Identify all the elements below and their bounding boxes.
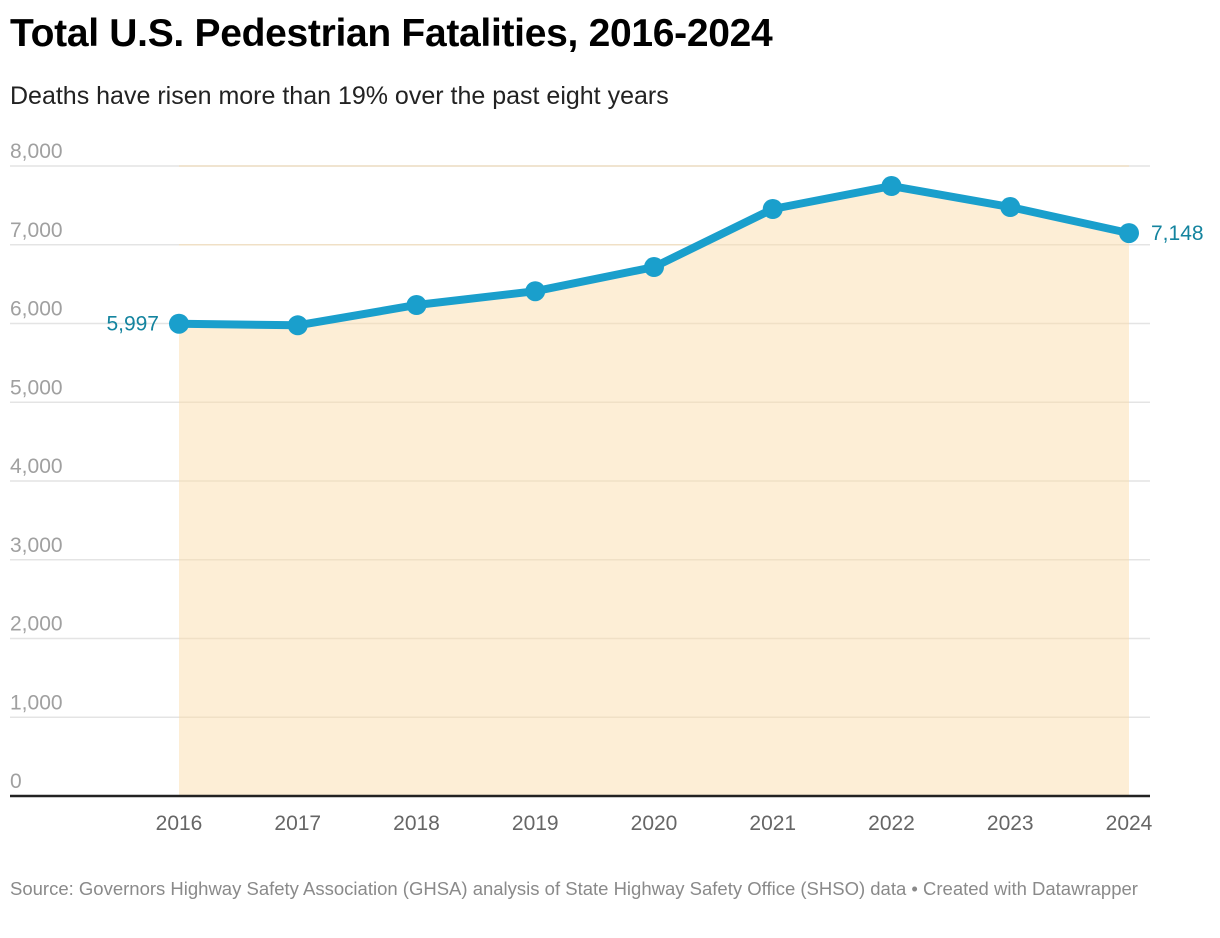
data-point <box>525 281 546 302</box>
data-point <box>644 257 664 278</box>
y-tick-label: 8,000 <box>10 140 63 163</box>
data-points <box>169 176 1139 336</box>
y-tick-label: 2,000 <box>10 613 63 636</box>
y-axis-ticks: 0 1,000 2,000 3,000 4,000 5,000 6,000 7,000 8,00… <box>10 140 63 793</box>
data-label: 5,997 <box>106 313 159 336</box>
x-tick-label: 2017 <box>274 812 321 835</box>
data-point <box>1119 223 1139 244</box>
y-tick-label: 6,000 <box>10 298 63 321</box>
y-tick-label: 3,000 <box>10 534 63 557</box>
x-tick-label: 2016 <box>156 812 203 835</box>
y-tick-label: 0 <box>10 770 22 793</box>
data-labels: 5,997 7,148 <box>106 222 1203 336</box>
data-point <box>881 176 902 197</box>
chart-title: Total U.S. Pedestrian Fatalities, 2016-2… <box>10 12 773 55</box>
data-point <box>406 294 427 315</box>
x-axis-ticks: 2016 2017 2018 2019 2020 2021 2022 2023 2024 <box>156 812 1153 835</box>
y-tick-label: 7,000 <box>10 219 63 242</box>
area-fill <box>179 186 1129 796</box>
data-point <box>169 313 189 334</box>
y-tick-label: 1,000 <box>10 691 63 714</box>
x-tick-label: 2023 <box>987 812 1034 835</box>
area-fill-layer <box>179 165 1129 796</box>
data-label: 7,148 <box>1151 222 1204 245</box>
line-area-chart: 0 1,000 2,000 3,000 4,000 5,000 6,000 7,000 8,00… <box>10 140 1204 835</box>
data-point <box>287 315 308 336</box>
x-tick-label: 2021 <box>749 812 796 835</box>
x-tick-label: 2022 <box>868 812 915 835</box>
y-tick-label: 5,000 <box>10 376 63 399</box>
x-tick-label: 2024 <box>1106 812 1153 835</box>
source-note: Source: Governors Highway Safety Associa… <box>10 878 1138 899</box>
x-tick-label: 2018 <box>393 812 440 835</box>
data-point <box>1000 197 1021 218</box>
chart-subtitle: Deaths have risen more than 19% over the… <box>10 82 669 110</box>
y-tick-label: 4,000 <box>10 455 63 478</box>
x-tick-label: 2019 <box>512 812 559 835</box>
x-tick-label: 2020 <box>631 812 678 835</box>
data-point <box>762 198 783 219</box>
